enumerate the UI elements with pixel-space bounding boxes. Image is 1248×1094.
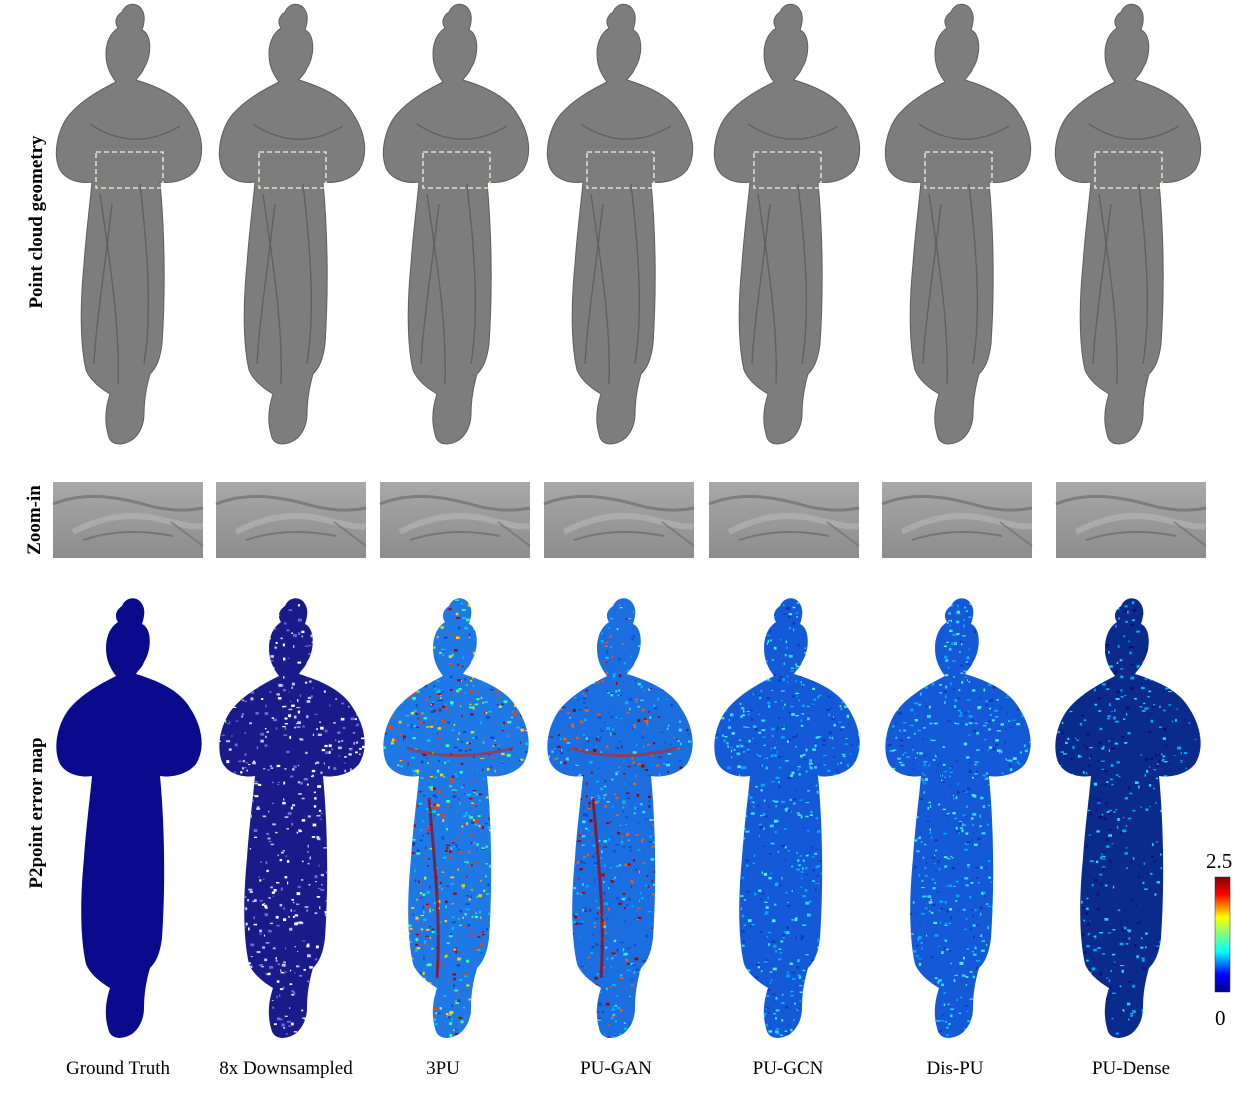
error-map: [885, 598, 1031, 1038]
statue-geometry: [884, 3, 1032, 445]
zoom-row: [52, 482, 1207, 558]
statue-geometry: [713, 3, 861, 445]
row-label-zoom: Zoom-in: [24, 485, 45, 555]
zoom-region-box: [422, 151, 491, 189]
error-map-row: [56, 598, 1201, 1038]
statue-geometry: [382, 3, 530, 445]
error-map: [714, 598, 860, 1038]
zoom-region-box: [753, 151, 822, 189]
column-label: Ground Truth: [66, 1058, 170, 1079]
zoom-tile: [52, 482, 204, 558]
column-label: 3PU: [426, 1058, 460, 1079]
zoom-tile: [215, 482, 367, 558]
zoom-tile: [881, 482, 1033, 558]
column-label: PU-Dense: [1091, 1058, 1171, 1079]
column-label: PU-GAN: [580, 1058, 652, 1079]
row-label-error: P2point error map: [26, 737, 47, 889]
zoom-region-box: [586, 151, 655, 189]
error-map: [219, 598, 365, 1038]
statue-geometry: [55, 3, 203, 445]
zoom-region-box: [1094, 151, 1163, 189]
colorbar-max-label: 2.5: [1206, 849, 1233, 873]
row-label-geometry: Point cloud geometry: [26, 135, 47, 309]
column-label: 8x Downsampled: [219, 1058, 353, 1079]
statue-geometry: [1054, 3, 1202, 445]
statue-geometry: [218, 3, 366, 445]
colorbar: [1214, 876, 1231, 993]
zoom-tile: [543, 482, 695, 558]
zoom-region-box: [95, 151, 164, 189]
statue-geometry: [546, 3, 694, 445]
column-label: PU-GCN: [752, 1058, 824, 1079]
zoom-tile: [708, 482, 860, 558]
error-map: [383, 598, 529, 1038]
zoom-region-box: [258, 151, 327, 189]
error-map: [56, 598, 202, 1038]
colorbar-gradient: [1214, 876, 1231, 993]
error-map: [1055, 598, 1201, 1038]
error-map: [547, 598, 693, 1038]
column-label: Dis-PU: [926, 1058, 984, 1079]
zoom-tile: [1055, 482, 1207, 558]
zoom-tile: [379, 482, 531, 558]
geometry-row: [55, 3, 1202, 445]
zoom-region-box: [924, 151, 993, 189]
colorbar-min-label: 0: [1215, 1006, 1226, 1030]
